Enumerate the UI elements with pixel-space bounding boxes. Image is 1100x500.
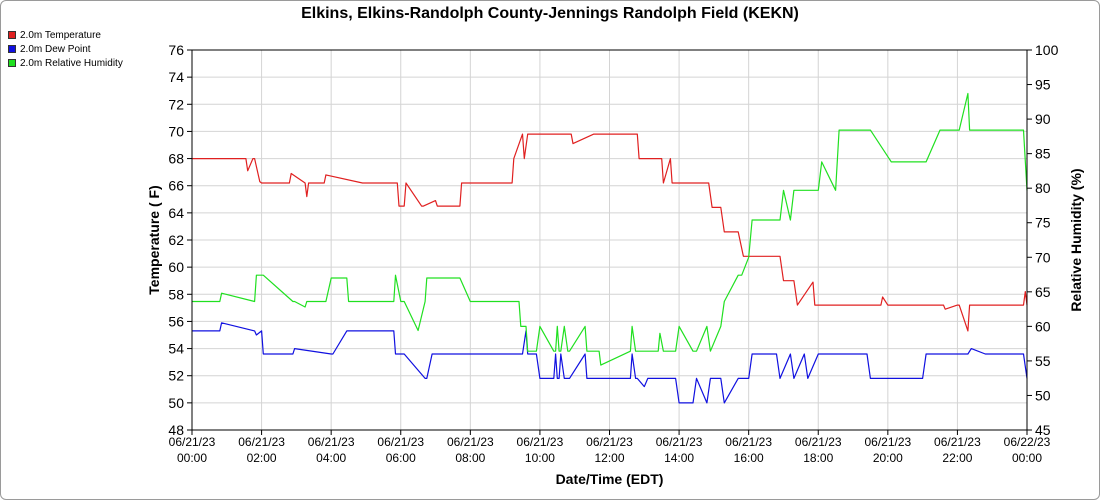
legend-swatch-dew-point (8, 45, 16, 53)
legend-swatch-temperature (8, 31, 16, 39)
y2-tick-label: 85 (1035, 146, 1051, 162)
x-tick-label-date: 06/21/23 (238, 435, 285, 449)
y2-tick-label: 80 (1035, 180, 1051, 196)
y-tick-label: 60 (168, 259, 184, 275)
x-tick-label-time: 00:00 (177, 451, 207, 465)
y2-tick-label: 95 (1035, 77, 1051, 93)
legend-item-dew-point: 2.0m Dew Point (8, 42, 123, 56)
x-tick-label-time: 00:00 (1012, 451, 1042, 465)
x-tick-label-date: 06/21/23 (934, 435, 981, 449)
y-tick-label: 64 (168, 205, 184, 221)
legend-swatch-humidity (8, 59, 16, 67)
x-tick-label-time: 12:00 (594, 451, 624, 465)
y2-tick-label: 75 (1035, 215, 1051, 231)
legend-label-humidity: 2.0m Relative Humidity (20, 57, 123, 69)
y-tick-label: 48 (168, 422, 184, 438)
y-tick-label: 50 (168, 395, 184, 411)
legend: 2.0m Temperature 2.0m Dew Point 2.0m Rel… (8, 28, 123, 70)
x-tick-label-time: 08:00 (455, 451, 485, 465)
x-tick-label-date: 06/21/23 (864, 435, 911, 449)
x-tick-label-time: 16:00 (734, 451, 764, 465)
y2-tick-label: 65 (1035, 284, 1051, 300)
x-tick-label-date: 06/21/23 (795, 435, 842, 449)
y2-tick-label: 70 (1035, 249, 1051, 265)
y2-tick-label: 45 (1035, 422, 1051, 438)
x-axis-label: Date/Time (EDT) (556, 471, 664, 487)
x-tick-label-date: 06/21/23 (586, 435, 633, 449)
y-axis-label: Temperature ( F) (146, 185, 162, 294)
y-tick-label: 74 (168, 69, 184, 85)
y2-tick-label: 100 (1035, 42, 1059, 58)
y2-tick-label: 55 (1035, 353, 1051, 369)
grid (192, 50, 1027, 430)
x-tick-label-date: 06/21/23 (656, 435, 703, 449)
y-tick-label: 68 (168, 151, 184, 167)
x-tick-label-time: 04:00 (316, 451, 346, 465)
x-tick-label-time: 10:00 (525, 451, 555, 465)
series-line-dew-point (192, 322, 1028, 404)
y-tick-label: 56 (168, 313, 184, 329)
x-tick-label-time: 14:00 (664, 451, 694, 465)
y2-axis-label: Relative Humidity (%) (1068, 168, 1084, 311)
y-tick-label: 52 (168, 368, 184, 384)
x-tick-label-date: 06/21/23 (377, 435, 424, 449)
x-tick-label-date: 06/22/23 (1004, 435, 1051, 449)
x-tick-label-date: 06/21/23 (308, 435, 355, 449)
x-tick-label-date: 06/21/23 (169, 435, 216, 449)
legend-item-humidity: 2.0m Relative Humidity (8, 56, 123, 70)
x-tick-label-time: 02:00 (247, 451, 277, 465)
series-layer (192, 92, 1028, 404)
y-tick-label: 76 (168, 42, 184, 58)
y-tick-label: 58 (168, 286, 184, 302)
chart-title: Elkins, Elkins-Randolph County-Jennings … (301, 5, 799, 22)
y-tick-label: 70 (168, 123, 184, 139)
legend-label-dew-point: 2.0m Dew Point (20, 43, 91, 55)
x-tick-label-time: 20:00 (873, 451, 903, 465)
tick-layer: 48 50 52 54 56 58 60 62 64 66 68 70 72 74 76 45 50 55 60 65… (168, 42, 1058, 465)
y-tick-label: 72 (168, 96, 184, 112)
x-tick-label-date: 06/21/23 (725, 435, 772, 449)
legend-label-temperature: 2.0m Temperature (20, 29, 101, 41)
x-tick-label-time: 18:00 (803, 451, 833, 465)
x-tick-label-time: 22:00 (942, 451, 972, 465)
series-line-relative-humidity (192, 92, 1028, 366)
y-tick-label: 54 (168, 341, 184, 357)
y2-tick-label: 60 (1035, 318, 1051, 334)
y2-tick-label: 90 (1035, 111, 1051, 127)
y-tick-label: 62 (168, 232, 184, 248)
series-line-temperature (192, 133, 1028, 332)
y2-tick-label: 50 (1035, 387, 1051, 403)
x-tick-label-time: 06:00 (386, 451, 416, 465)
y-tick-label: 66 (168, 178, 184, 194)
x-tick-label-date: 06/21/23 (447, 435, 494, 449)
x-tick-label-date: 06/21/23 (517, 435, 564, 449)
legend-item-temperature: 2.0m Temperature (8, 28, 123, 42)
